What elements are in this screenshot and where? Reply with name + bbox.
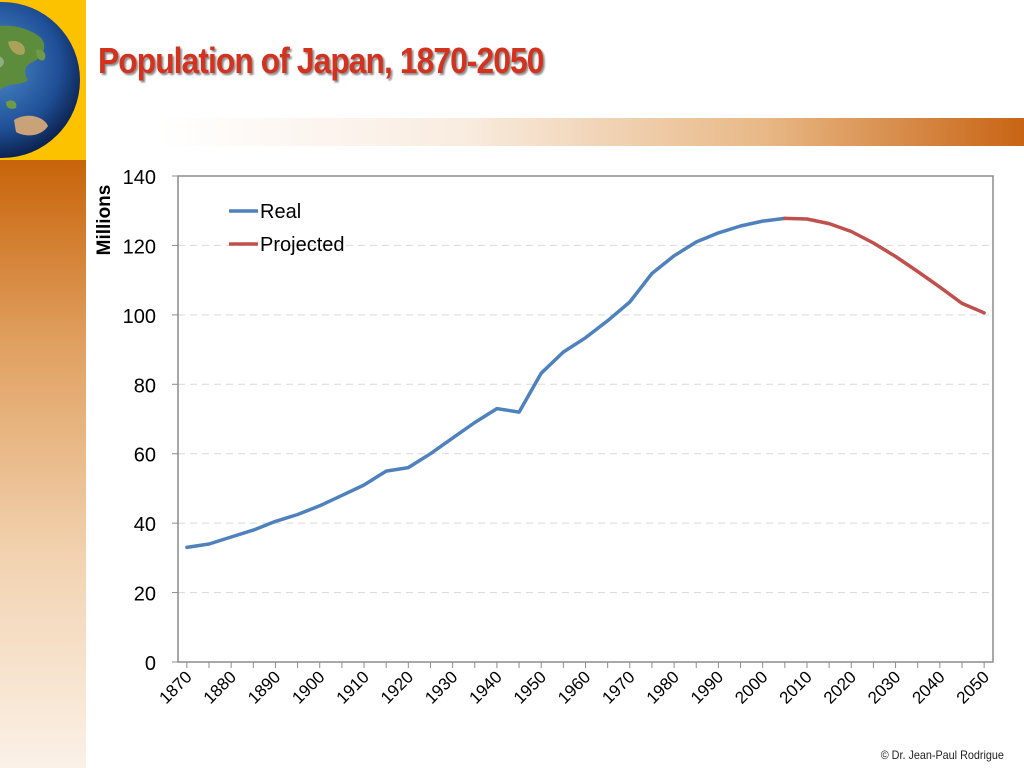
copyright-credit: © Dr. Jean-Paul Rodrigue (880, 748, 1004, 762)
y-axis-label: Millions (94, 185, 115, 256)
x-tick-label: 2040 (908, 667, 948, 707)
series-line-real (185, 216, 787, 550)
x-tick-label: 1990 (687, 667, 727, 707)
y-tick-label: 40 (134, 514, 156, 536)
y-tick-label: 20 (134, 584, 156, 606)
y-tick-label: 100 (123, 306, 156, 328)
x-tick-label: 2020 (820, 667, 860, 707)
legend: Real Projected (229, 201, 345, 256)
grid-lines (178, 244, 993, 594)
globe-icon (0, 2, 80, 158)
axis-ticks (172, 175, 985, 668)
series-line-projected (783, 216, 986, 315)
y-tick-label: 140 (123, 167, 156, 189)
x-tick-label: 1980 (643, 667, 683, 707)
legend-label-projected: Projected (260, 234, 345, 256)
x-tick-label: 2030 (864, 667, 904, 707)
series-lines (185, 216, 986, 550)
x-tick-label: 1870 (156, 667, 196, 707)
x-tick-label: 1940 (466, 667, 506, 707)
y-tick-label: 60 (134, 445, 156, 467)
page-title: Population of Japan, 1870-2050 (98, 40, 544, 81)
left-gradient-bar (0, 160, 86, 768)
x-tick-label: 1970 (598, 667, 638, 707)
x-tick-label: 1960 (554, 667, 594, 707)
x-tick-label: 2000 (731, 667, 771, 707)
x-tick-label: 1880 (200, 667, 240, 707)
x-tick-label: 1900 (288, 667, 328, 707)
legend-label-real: Real (260, 201, 301, 223)
header-gradient-strip (160, 118, 1024, 146)
y-tick-label: 120 (123, 236, 156, 258)
y-tick-label: 80 (134, 375, 156, 397)
x-tick-label: 2050 (953, 667, 993, 707)
y-tick-label: 0 (145, 653, 156, 675)
x-tick-label: 1950 (510, 667, 550, 707)
x-tick-label: 2010 (776, 667, 816, 707)
x-tick-label: 1910 (333, 667, 373, 707)
x-tick-label: 1930 (421, 667, 461, 707)
x-tick-label: 1920 (377, 667, 417, 707)
x-tick-label: 1890 (244, 667, 284, 707)
